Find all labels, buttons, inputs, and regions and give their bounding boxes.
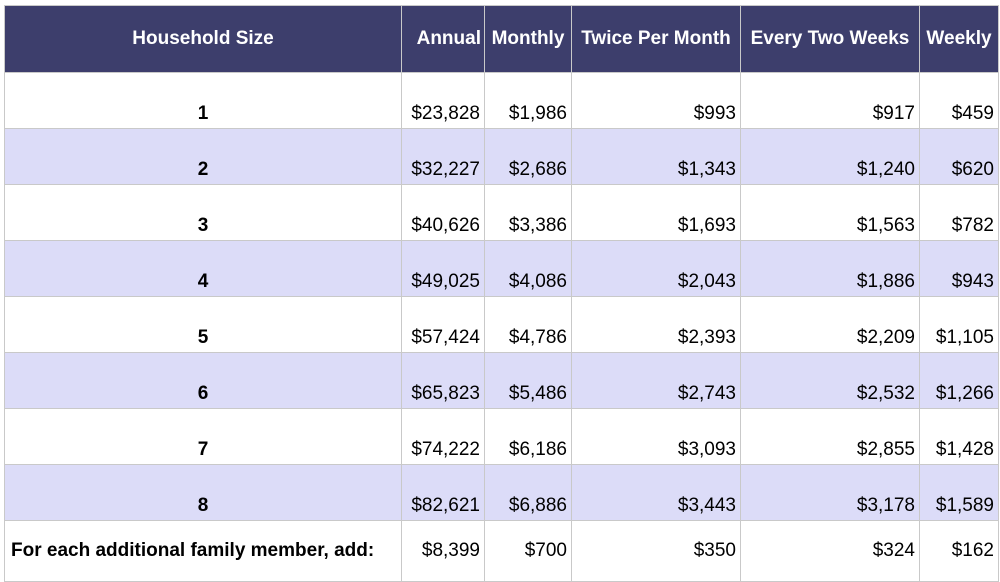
every-two-weeks-cell: $3,178: [740, 464, 920, 521]
table-row: 7 $74,222 $6,186 $3,093 $2,855 $1,428: [4, 408, 999, 465]
monthly-cell: $2,686: [484, 128, 572, 185]
header-twice-per-month: Twice Per Month: [571, 5, 741, 73]
additional-member-row: For each additional family member, add: …: [4, 520, 999, 582]
twice-per-month-cell: $993: [571, 72, 741, 129]
table-row: 1 $23,828 $1,986 $993 $917 $459: [4, 72, 999, 129]
weekly-cell: $782: [919, 184, 999, 241]
weekly-cell: $1,589: [919, 464, 999, 521]
header-household-size: Household Size: [4, 5, 402, 73]
household-size-cell: 2: [4, 128, 402, 185]
twice-per-month-cell: $1,343: [571, 128, 741, 185]
twice-per-month-cell: $3,093: [571, 408, 741, 465]
twice-per-month-cell: $2,393: [571, 296, 741, 353]
annual-cell: $65,823: [401, 352, 485, 409]
household-size-cell: 6: [4, 352, 402, 409]
household-size-cell: 7: [4, 408, 402, 465]
every-two-weeks-cell: $1,240: [740, 128, 920, 185]
monthly-cell: $3,386: [484, 184, 572, 241]
every-two-weeks-cell: $324: [740, 520, 920, 582]
annual-cell: $23,828: [401, 72, 485, 129]
header-monthly: Monthly: [484, 5, 572, 73]
every-two-weeks-cell: $2,209: [740, 296, 920, 353]
every-two-weeks-cell: $2,855: [740, 408, 920, 465]
additional-member-label: For each additional family member, add:: [4, 520, 402, 582]
weekly-cell: $620: [919, 128, 999, 185]
income-table: Household Size Annual Monthly Twice Per …: [4, 5, 999, 582]
table-row: 4 $49,025 $4,086 $2,043 $1,886 $943: [4, 240, 999, 297]
weekly-cell: $162: [919, 520, 999, 582]
annual-cell: $74,222: [401, 408, 485, 465]
annual-cell: $8,399: [401, 520, 485, 582]
twice-per-month-cell: $2,043: [571, 240, 741, 297]
household-size-cell: 1: [4, 72, 402, 129]
every-two-weeks-cell: $917: [740, 72, 920, 129]
monthly-cell: $6,186: [484, 408, 572, 465]
annual-cell: $49,025: [401, 240, 485, 297]
every-two-weeks-cell: $2,532: [740, 352, 920, 409]
twice-per-month-cell: $3,443: [571, 464, 741, 521]
table-row: 5 $57,424 $4,786 $2,393 $2,209 $1,105: [4, 296, 999, 353]
header-weekly: Weekly: [919, 5, 999, 73]
every-two-weeks-cell: $1,563: [740, 184, 920, 241]
weekly-cell: $459: [919, 72, 999, 129]
header-annual: Annual: [401, 5, 485, 73]
table-row: 6 $65,823 $5,486 $2,743 $2,532 $1,266: [4, 352, 999, 409]
weekly-cell: $943: [919, 240, 999, 297]
household-size-cell: 3: [4, 184, 402, 241]
household-size-cell: 4: [4, 240, 402, 297]
annual-cell: $82,621: [401, 464, 485, 521]
twice-per-month-cell: $2,743: [571, 352, 741, 409]
monthly-cell: $700: [484, 520, 572, 582]
table-row: 8 $82,621 $6,886 $3,443 $3,178 $1,589: [4, 464, 999, 521]
table-header: Household Size Annual Monthly Twice Per …: [4, 5, 999, 73]
annual-cell: $40,626: [401, 184, 485, 241]
header-every-two-weeks: Every Two Weeks: [740, 5, 920, 73]
monthly-cell: $1,986: [484, 72, 572, 129]
monthly-cell: $4,786: [484, 296, 572, 353]
table-body: 1 $23,828 $1,986 $993 $917 $459 2 $32,22…: [4, 72, 999, 582]
monthly-cell: $4,086: [484, 240, 572, 297]
monthly-cell: $5,486: [484, 352, 572, 409]
table-row: 2 $32,227 $2,686 $1,343 $1,240 $620: [4, 128, 999, 185]
twice-per-month-cell: $350: [571, 520, 741, 582]
weekly-cell: $1,105: [919, 296, 999, 353]
every-two-weeks-cell: $1,886: [740, 240, 920, 297]
household-size-cell: 8: [4, 464, 402, 521]
weekly-cell: $1,266: [919, 352, 999, 409]
annual-cell: $32,227: [401, 128, 485, 185]
household-size-cell: 5: [4, 296, 402, 353]
weekly-cell: $1,428: [919, 408, 999, 465]
annual-cell: $57,424: [401, 296, 485, 353]
table-row: 3 $40,626 $3,386 $1,693 $1,563 $782: [4, 184, 999, 241]
header-row: Household Size Annual Monthly Twice Per …: [4, 5, 999, 73]
monthly-cell: $6,886: [484, 464, 572, 521]
twice-per-month-cell: $1,693: [571, 184, 741, 241]
